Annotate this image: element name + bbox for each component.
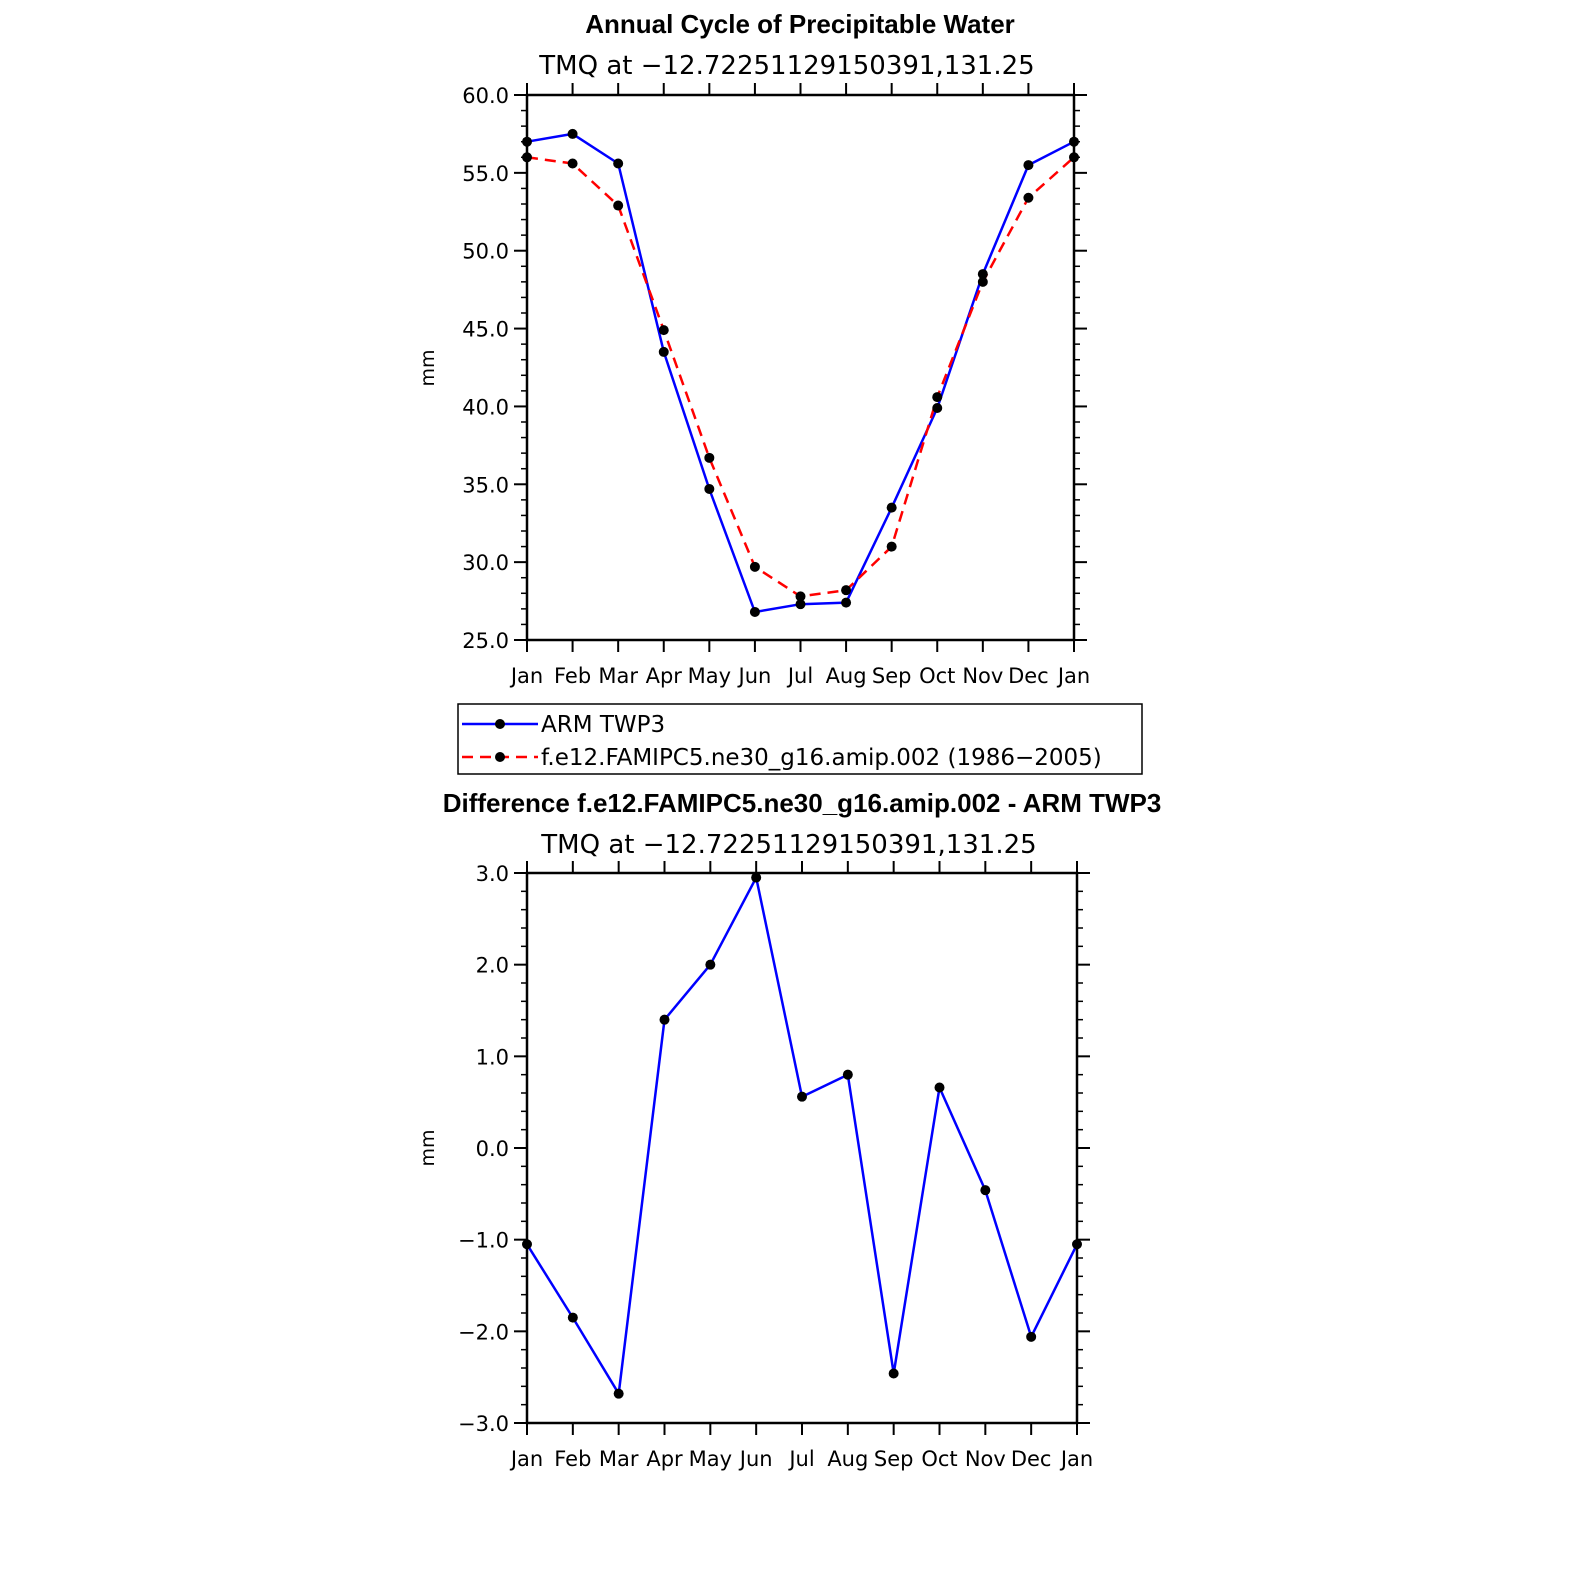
series-line [525, 876, 1079, 1395]
legend-marker-model [495, 752, 505, 762]
data-point [751, 872, 762, 883]
data-point [842, 1069, 853, 1080]
x-tick-label: Aug [827, 1447, 868, 1471]
y-tick-label: −3.0 [458, 1412, 509, 1436]
y-tick-label: 60.0 [462, 84, 509, 108]
x-tick-label: Feb [554, 1447, 591, 1471]
data-point [934, 1082, 945, 1093]
data-point [658, 346, 669, 357]
x-tick-label: Mar [598, 664, 638, 688]
y-tick-label: 30.0 [462, 551, 509, 575]
y-tick-label: 25.0 [462, 629, 509, 653]
legend-box [457, 703, 1143, 775]
x-tick-label: Dec [1011, 1447, 1052, 1471]
x-tick-label: Jul [787, 1447, 814, 1471]
data-point [613, 200, 624, 211]
x-tick-label: Nov [962, 664, 1003, 688]
chart-title: Difference f.e12.FAMIPC5.ne30_g16.amip.0… [443, 788, 1162, 818]
y-tick-label: −1.0 [458, 1229, 509, 1253]
x-tick-label: Feb [554, 664, 591, 688]
difference-chart: Difference f.e12.FAMIPC5.ne30_g16.amip.0… [417, 788, 1161, 1471]
legend-entry-arm: ARM TWP3 [541, 712, 665, 738]
data-point [567, 128, 578, 139]
y-tick-label: 55.0 [462, 162, 509, 186]
chart-subtitle: TMQ at −12.72251129150391,131.25 [540, 830, 1036, 860]
data-point [1023, 160, 1034, 171]
series-line [526, 156, 1075, 598]
y-tick-label: 50.0 [462, 240, 509, 264]
x-tick-label: Nov [965, 1447, 1006, 1471]
y-axis-label: mm [417, 1129, 439, 1166]
data-point [795, 591, 806, 602]
annual-cycle-chart: Annual Cycle of Precipitable Water TMQ a… [417, 9, 1090, 688]
y-axis-label: mm [417, 349, 439, 386]
x-tick-label: Oct [919, 664, 955, 688]
data-point [841, 585, 852, 596]
data-point [1026, 1331, 1037, 1342]
x-tick-label: Jun [737, 664, 772, 688]
x-tick-label: May [689, 1447, 732, 1471]
data-point [567, 158, 578, 169]
legend-marker-arm [495, 719, 505, 729]
data-point [886, 541, 897, 552]
data-point [797, 1091, 807, 1102]
y-tick-label: 1.0 [476, 1045, 509, 1069]
plot-frame [525, 871, 1079, 1425]
x-tick-label: Jun [738, 1447, 773, 1471]
x-tick-label: Oct [921, 1447, 957, 1471]
data-point [613, 1388, 624, 1399]
x-tick-label: Mar [599, 1447, 639, 1471]
data-point [977, 269, 988, 280]
x-tick-label: Jan [509, 1447, 543, 1471]
x-tick-label: Jan [1059, 1447, 1093, 1471]
y-tick-label: 35.0 [462, 473, 509, 497]
data-point [888, 1368, 899, 1379]
data-point [841, 597, 852, 608]
series-line [526, 132, 1075, 614]
x-tick-label: Jan [509, 664, 543, 688]
legend: ARM TWP3 f.e12.FAMIPC5.ne30_g16.amip.002… [457, 703, 1143, 775]
chart-subtitle: TMQ at −12.72251129150391,131.25 [538, 51, 1034, 81]
y-tick-label: 40.0 [462, 395, 509, 419]
data-point [567, 1312, 578, 1323]
x-tick-label: Apr [646, 1447, 683, 1471]
legend-entry-model: f.e12.FAMIPC5.ne30_g16.amip.002 (1986−20… [541, 745, 1102, 771]
data-point [705, 959, 716, 970]
plot-frame [525, 93, 1076, 642]
axis-ticks: 25.0 30.0 35.0 40.0 45.0 50.0 55.0 60.0 Jan Feb Ma… [462, 83, 1090, 688]
x-tick-label: Jul [786, 664, 813, 688]
x-tick-label: Apr [646, 664, 683, 688]
series-layer [522, 128, 1079, 617]
data-point [659, 1014, 670, 1025]
x-tick-label: Jan [1056, 664, 1090, 688]
y-tick-label: 0.0 [476, 1137, 509, 1161]
data-point [795, 599, 806, 610]
data-point [932, 392, 943, 403]
x-tick-label: Sep [872, 664, 912, 688]
x-tick-label: May [688, 664, 731, 688]
data-point [704, 483, 715, 494]
data-point [704, 452, 715, 463]
data-point [749, 606, 760, 617]
y-tick-label: 3.0 [476, 862, 509, 886]
data-point [977, 276, 988, 287]
data-point [1023, 192, 1034, 203]
data-point [886, 502, 897, 513]
y-tick-label: −2.0 [458, 1320, 509, 1344]
data-point [980, 1185, 991, 1196]
chart-title: Annual Cycle of Precipitable Water [585, 9, 1015, 39]
y-tick-label: 2.0 [476, 954, 509, 978]
data-point [658, 325, 669, 336]
y-tick-label: 45.0 [462, 318, 509, 342]
series-layer [522, 872, 1082, 1399]
data-point [932, 402, 943, 413]
x-tick-label: Dec [1008, 664, 1049, 688]
x-tick-label: Sep [874, 1447, 914, 1471]
data-point [613, 158, 624, 169]
data-point [749, 561, 760, 572]
x-tick-label: Aug [826, 664, 867, 688]
